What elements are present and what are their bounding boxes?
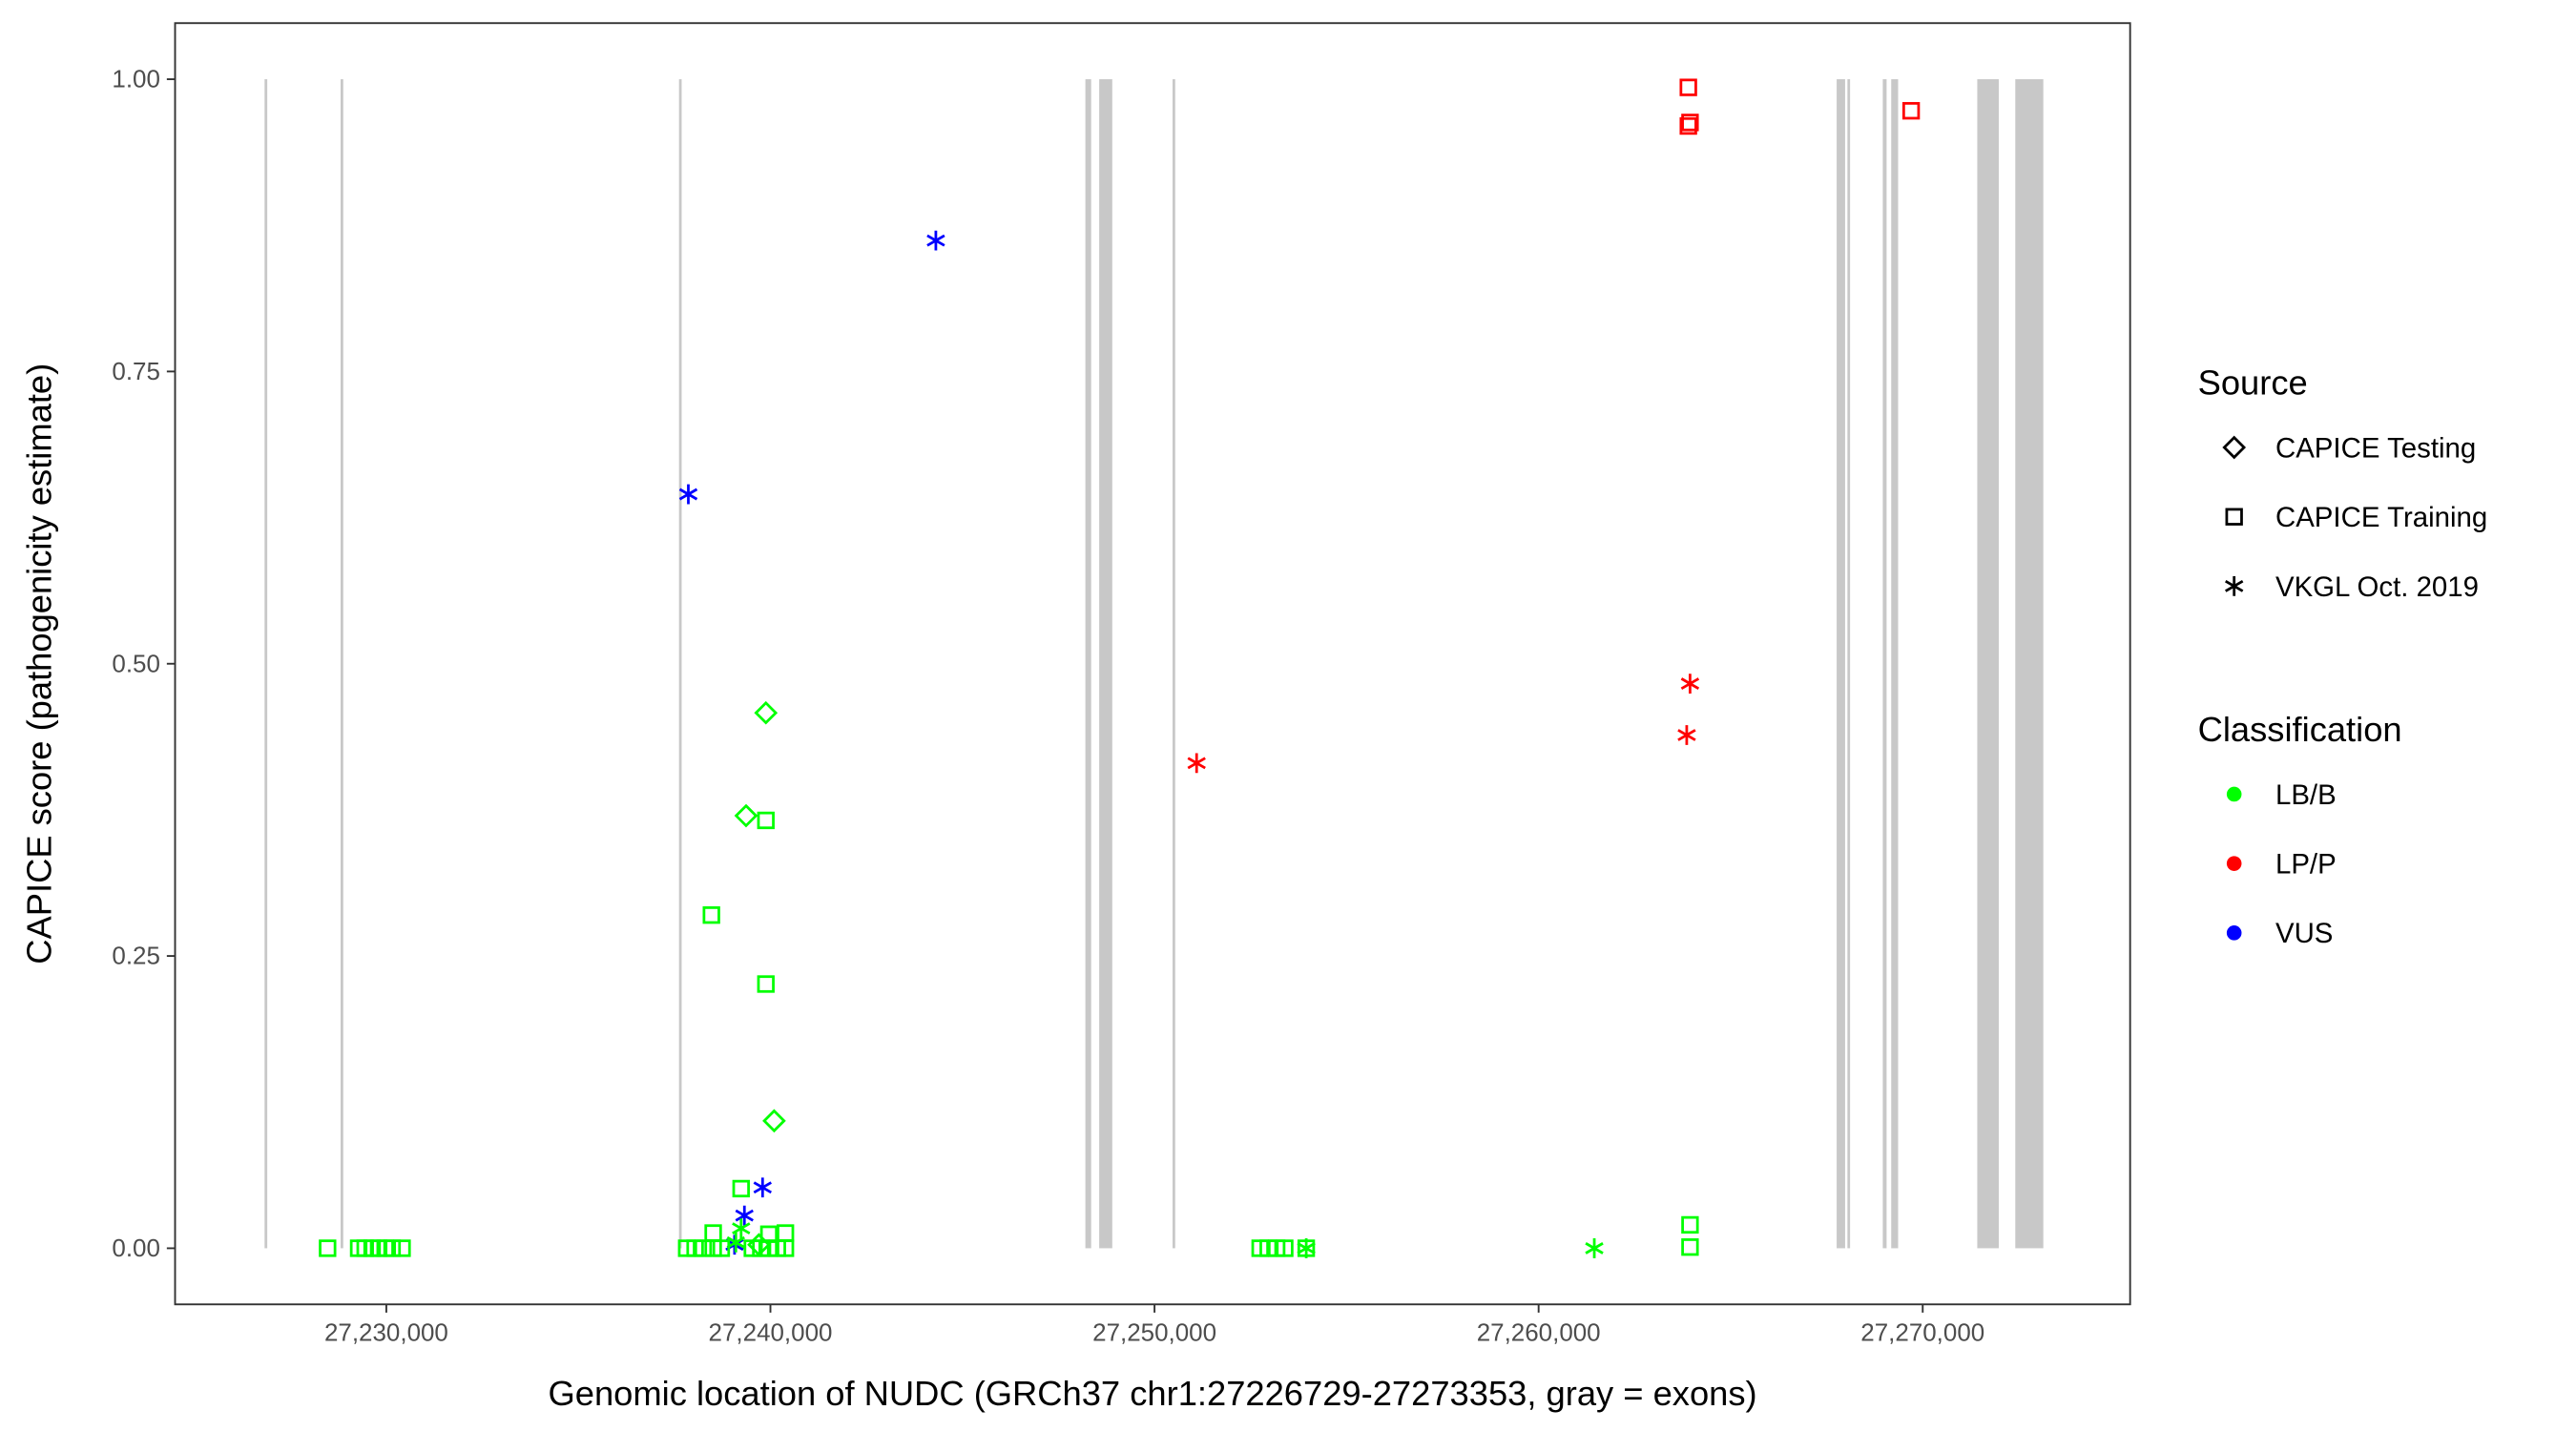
legend-key-dot-icon (2226, 786, 2242, 802)
y-tick-label: 0.25 (112, 942, 160, 970)
legend: Source Classification CAPICE Testing CAPI… (2198, 363, 2488, 950)
data-point (678, 484, 698, 505)
legend-classification-title: Classification (2198, 710, 2402, 749)
x-tick-label: 27,230,000 (324, 1317, 448, 1346)
data-point (754, 700, 779, 725)
data-point (753, 1177, 772, 1198)
x-tick-label: 27,260,000 (1477, 1317, 1601, 1346)
data-point (1187, 753, 1206, 774)
x-tick-label: 27,250,000 (1092, 1317, 1216, 1346)
data-point (734, 803, 758, 828)
data-point (1297, 1238, 1316, 1258)
data-point (694, 1239, 713, 1257)
x-axis-title: Genomic location of NUDC (GRCh37 chr1:27… (549, 1374, 1757, 1413)
legend-label: CAPICE Testing (2275, 432, 2476, 464)
data-point (712, 1239, 731, 1257)
x-tick-label: 27,240,000 (709, 1317, 833, 1346)
exon-band (1882, 79, 1887, 1249)
exon-band (1847, 79, 1851, 1249)
data-point (726, 1232, 745, 1253)
data-point (1677, 725, 1696, 745)
exon-band (2015, 79, 2044, 1249)
data-point (319, 1239, 337, 1257)
legend-key-square-icon (2225, 508, 2243, 526)
y-tick-label: 1.00 (112, 65, 160, 93)
y-axis-title: CAPICE score (pathogenicity estimate) (20, 363, 59, 964)
legend-label: VKGL Oct. 2019 (2275, 571, 2479, 603)
data-point (1681, 1238, 1699, 1256)
data-point (1681, 114, 1699, 132)
exon-band (1891, 79, 1899, 1249)
exon-band (678, 79, 682, 1249)
exon-band (1837, 79, 1845, 1249)
data-point (1901, 101, 1921, 120)
data-point (1585, 1238, 1604, 1258)
legend-key-asterisk-icon (2225, 576, 2244, 596)
legend-key-dot-icon (2226, 925, 2242, 941)
exon-band (341, 79, 343, 1249)
data-points (319, 78, 1921, 1258)
data-point (757, 975, 775, 993)
data-point (732, 1218, 751, 1238)
data-point (735, 1205, 754, 1226)
data-point (1680, 674, 1700, 694)
y-tick-label: 0.50 (112, 649, 160, 677)
legend-label: VUS (2275, 918, 2333, 949)
exon-band (264, 79, 268, 1249)
legend-label: CAPICE Training (2275, 502, 2487, 533)
exon-bands (264, 79, 2044, 1249)
legend-label: LB/B (2275, 779, 2337, 811)
legend-key-dot-icon (2226, 856, 2242, 871)
legend-key-diamond-icon (2222, 435, 2247, 460)
y-tick-label: 0.00 (112, 1234, 160, 1262)
exon-band (1099, 79, 1112, 1249)
data-point (762, 1109, 786, 1133)
legend-source-title: Source (2198, 363, 2308, 403)
y-tick-label: 0.75 (112, 357, 160, 385)
exon-band (1173, 79, 1175, 1249)
data-point (757, 811, 775, 830)
data-point (1679, 116, 1697, 135)
data-point (702, 906, 720, 924)
exon-band (1085, 79, 1091, 1249)
data-point (926, 230, 945, 251)
x-tick-label: 27,270,000 (1860, 1317, 1984, 1346)
data-point (1276, 1239, 1294, 1257)
exon-band (1977, 79, 1999, 1249)
data-point (732, 1179, 750, 1198)
y-axis: 0.00 0.25 0.50 0.75 1.00 (112, 65, 176, 1262)
x-axis: 27,230,000 27,240,000 27,250,000 27,260,000… (324, 1304, 1984, 1346)
data-point (777, 1224, 795, 1242)
data-point (383, 1239, 402, 1257)
data-point (1681, 1215, 1699, 1234)
legend-label: LP/P (2275, 849, 2337, 881)
data-point (1679, 78, 1697, 96)
data-point (393, 1239, 411, 1257)
